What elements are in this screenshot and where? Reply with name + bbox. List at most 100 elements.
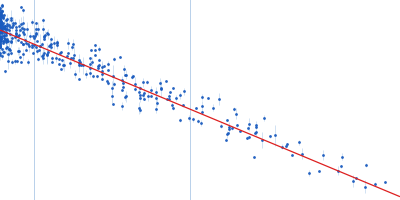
- Point: [0, 32, 5, 35]
- Point: [26, 45, 32, 48]
- Point: [101, 64, 107, 68]
- Point: [0, 3, 5, 7]
- Point: [0, 25, 3, 29]
- Point: [0, 4, 6, 8]
- Point: [59, 59, 66, 62]
- Point: [2, 37, 8, 41]
- Point: [98, 77, 105, 80]
- Point: [26, 34, 33, 37]
- Point: [0, 21, 3, 24]
- Point: [0, 14, 4, 18]
- Point: [194, 119, 201, 122]
- Point: [167, 91, 174, 94]
- Point: [15, 34, 22, 37]
- Point: [90, 75, 96, 78]
- Point: [0, 52, 3, 55]
- Point: [0, 12, 3, 15]
- Point: [99, 69, 106, 72]
- Point: [0, 34, 5, 37]
- Point: [4, 27, 10, 30]
- Point: [87, 66, 94, 70]
- Point: [0, 38, 4, 41]
- Point: [95, 64, 102, 68]
- Point: [139, 94, 146, 97]
- Point: [119, 88, 125, 92]
- Point: [46, 45, 53, 48]
- Point: [8, 18, 14, 21]
- Point: [2, 41, 9, 44]
- Point: [0, 42, 4, 45]
- Point: [6, 23, 12, 27]
- Point: [144, 94, 151, 97]
- Point: [338, 165, 344, 168]
- Point: [16, 49, 23, 52]
- Point: [0, 35, 3, 38]
- Point: [20, 30, 26, 34]
- Point: [4, 46, 10, 49]
- Point: [320, 153, 326, 156]
- Point: [78, 64, 84, 67]
- Point: [0, 43, 3, 46]
- Point: [13, 33, 20, 36]
- Point: [109, 74, 116, 78]
- Point: [0, 32, 4, 35]
- Point: [3, 39, 9, 42]
- Point: [46, 44, 53, 47]
- Point: [44, 52, 50, 55]
- Point: [69, 45, 75, 49]
- Point: [32, 27, 39, 31]
- Point: [28, 21, 35, 24]
- Point: [54, 40, 61, 44]
- Point: [136, 91, 142, 94]
- Point: [12, 60, 18, 63]
- Point: [0, 43, 3, 47]
- Point: [224, 133, 230, 136]
- Point: [2, 70, 9, 73]
- Point: [65, 42, 71, 45]
- Point: [20, 42, 26, 45]
- Point: [16, 33, 22, 36]
- Point: [37, 44, 43, 47]
- Point: [0, 12, 3, 15]
- Point: [245, 126, 251, 129]
- Point: [0, 9, 5, 13]
- Point: [71, 53, 78, 56]
- Point: [253, 131, 259, 134]
- Point: [0, 21, 4, 24]
- Point: [1, 40, 8, 43]
- Point: [141, 91, 148, 94]
- Point: [5, 52, 11, 55]
- Point: [12, 21, 18, 24]
- Point: [5, 60, 12, 63]
- Point: [0, 17, 4, 21]
- Point: [279, 145, 285, 148]
- Point: [64, 51, 71, 54]
- Point: [0, 22, 3, 26]
- Point: [210, 106, 216, 109]
- Point: [12, 35, 19, 38]
- Point: [224, 118, 231, 121]
- Point: [0, 22, 6, 25]
- Point: [0, 20, 4, 24]
- Point: [2, 27, 9, 30]
- Point: [4, 24, 10, 27]
- Point: [123, 73, 130, 76]
- Point: [148, 94, 154, 97]
- Point: [122, 95, 128, 98]
- Point: [3, 34, 9, 37]
- Point: [48, 37, 54, 41]
- Point: [0, 41, 6, 44]
- Point: [0, 15, 4, 18]
- Point: [180, 90, 187, 93]
- Point: [166, 94, 172, 98]
- Point: [338, 155, 345, 158]
- Point: [193, 106, 199, 109]
- Point: [22, 41, 29, 44]
- Point: [94, 75, 100, 78]
- Point: [12, 29, 19, 32]
- Point: [180, 104, 186, 107]
- Point: [140, 98, 147, 101]
- Point: [18, 41, 25, 44]
- Point: [16, 25, 22, 28]
- Point: [60, 64, 66, 67]
